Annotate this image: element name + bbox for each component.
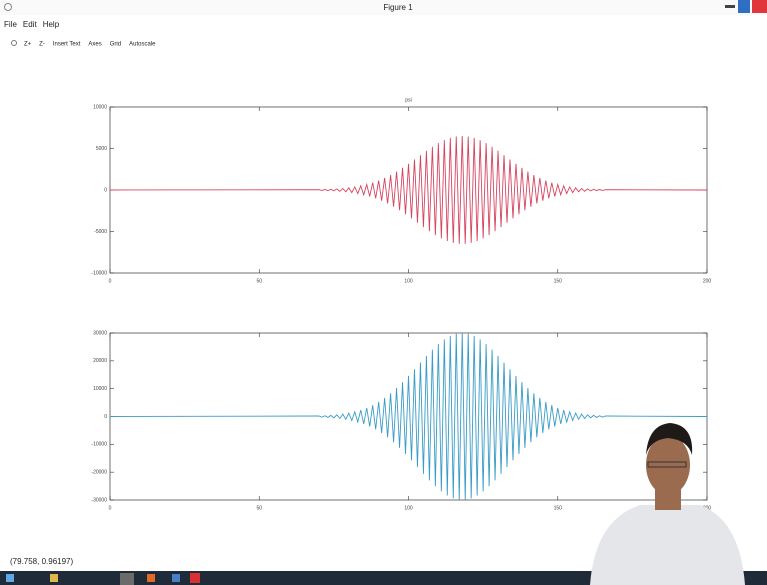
- y-tick-label: 0: [104, 187, 107, 193]
- close-button[interactable]: [752, 0, 767, 13]
- y-tick-label: -10000: [91, 442, 107, 448]
- y-tick-label: -30000: [91, 497, 107, 503]
- y-tick-label: 20000: [93, 358, 107, 364]
- x-tick-label: 100: [404, 278, 413, 284]
- taskbar-icon[interactable]: [172, 574, 180, 582]
- taskbar-icon[interactable]: [50, 574, 58, 582]
- menu-bar: File Edit Help: [4, 20, 60, 29]
- figure-window: Figure 1 File Edit Help Z+ Z- Insert Text Axe…: [0, 0, 767, 585]
- y-tick-label: -10000: [91, 270, 107, 276]
- taskbar-icon[interactable]: [190, 573, 200, 583]
- menu-item[interactable]: Edit: [23, 20, 38, 29]
- start-button[interactable]: [6, 574, 14, 582]
- x-tick-label: 150: [554, 278, 563, 284]
- x-tick-label: 150: [554, 505, 563, 511]
- window-title: Figure 1: [383, 3, 413, 12]
- toolbar: Z+ Z- Insert Text Axes Grid Autoscale: [24, 42, 156, 48]
- x-tick-label: 50: [256, 278, 262, 284]
- status-text: (79.758, 0.96197): [10, 557, 73, 566]
- toolbar-button[interactable]: Z+: [24, 42, 32, 48]
- toolbar-button[interactable]: Autoscale: [129, 42, 156, 48]
- plot-title: psi: [405, 97, 411, 103]
- page: {"window": {"title": "Figure 1", "menu":…: [0, 0, 767, 585]
- x-tick-label: 50: [256, 505, 262, 511]
- y-tick-label: -20000: [91, 469, 107, 475]
- maximize-button[interactable]: [738, 0, 750, 13]
- x-tick-label: 0: [109, 505, 112, 511]
- y-tick-label: 5000: [96, 146, 107, 152]
- toolbar-button[interactable]: Axes: [88, 42, 101, 48]
- y-tick-label: 30000: [93, 330, 107, 336]
- menu-item[interactable]: Help: [43, 20, 60, 29]
- x-tick-label: 0: [109, 278, 112, 284]
- window-background: [0, 0, 767, 585]
- menu-item[interactable]: File: [4, 20, 17, 29]
- x-tick-label: 100: [404, 505, 413, 511]
- y-tick-label: 10000: [93, 386, 107, 392]
- y-tick-label: 0: [104, 414, 107, 420]
- taskbar-icon[interactable]: [120, 573, 134, 585]
- minimize-button[interactable]: [725, 5, 735, 8]
- y-tick-label: -5000: [94, 229, 107, 235]
- toolbar-button[interactable]: Insert Text: [53, 42, 81, 48]
- toolbar-button[interactable]: Z-: [39, 42, 45, 48]
- person-face: [646, 435, 690, 495]
- toolbar-button[interactable]: Grid: [110, 42, 121, 48]
- x-tick-label: 200: [703, 278, 712, 284]
- y-tick-label: 10000: [93, 104, 107, 110]
- taskbar-icon[interactable]: [147, 574, 155, 582]
